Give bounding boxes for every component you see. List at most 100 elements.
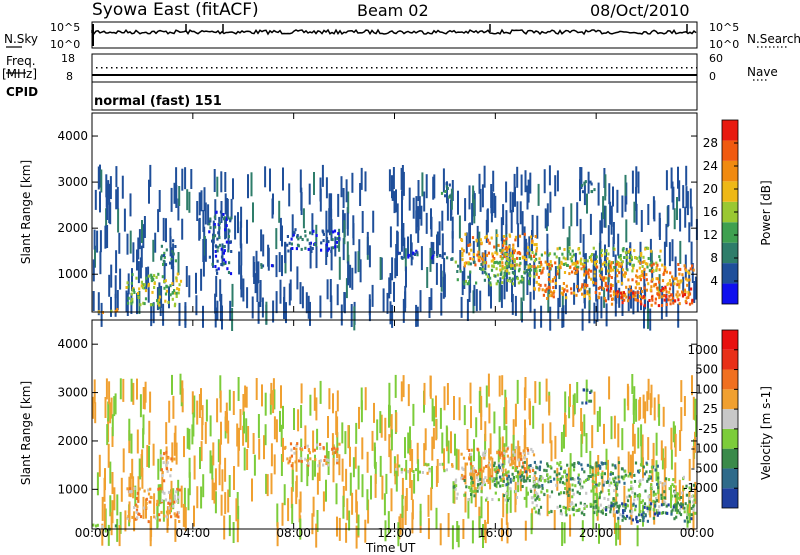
echo-cell: [694, 398, 697, 421]
echo-cell: [163, 260, 166, 284]
echo-cell: [430, 208, 432, 230]
echo-cell: [128, 418, 131, 441]
echo-cell: [657, 471, 660, 475]
echo-cell: [595, 461, 597, 484]
echo-cell: [537, 275, 540, 279]
echo-cell: [641, 265, 644, 268]
echo-cell: [469, 489, 472, 492]
echo-cell: [287, 249, 290, 253]
echo-cell: [660, 493, 663, 497]
echo-cell: [373, 402, 375, 423]
echo-cell: [572, 505, 575, 509]
echo-cell: [592, 487, 595, 491]
echo-cell: [411, 512, 414, 534]
echo-cell: [570, 501, 573, 505]
echo-cell: [593, 511, 596, 515]
echo-cell: [221, 305, 223, 330]
nave-dot: [111, 67, 113, 69]
echo-cell: [664, 266, 667, 270]
echo-cell: [103, 503, 106, 528]
echo-cell: [571, 463, 574, 467]
echo-cell: [620, 262, 623, 266]
echo-cell: [503, 494, 506, 498]
echo-cell: [665, 504, 668, 508]
echo-cell: [423, 191, 426, 212]
echo-cell: [132, 242, 135, 263]
echo-cell: [159, 295, 162, 316]
echo-cell: [193, 455, 196, 480]
echo-cell: [604, 244, 606, 268]
echo-cell: [626, 268, 629, 272]
echo-cell: [479, 482, 482, 486]
echo-cell: [293, 231, 296, 235]
nave-dot: [581, 67, 583, 69]
echo-cell: [400, 228, 403, 252]
echo-cell: [284, 241, 287, 263]
echo-cell: [139, 394, 142, 418]
echo-cell: [435, 395, 437, 418]
echo-cell: [509, 254, 512, 257]
echo-cell: [237, 505, 240, 529]
echo-cell: [168, 286, 170, 309]
echo-cell: [464, 198, 467, 222]
echo-cell: [101, 523, 104, 546]
echo-cell: [220, 247, 223, 251]
echo-cell: [252, 202, 254, 223]
echo-cell: [624, 251, 628, 255]
echo-cell: [519, 477, 522, 481]
colorbar-swatch: [722, 488, 738, 508]
echo-cell: [100, 302, 103, 327]
echo-cell: [564, 487, 567, 490]
echo-cell: [175, 277, 178, 280]
echo-cell: [316, 428, 319, 450]
echo-cell: [165, 446, 168, 470]
echo-cell: [622, 503, 625, 507]
echo-cell: [540, 263, 543, 267]
echo-cell: [554, 175, 557, 197]
colorbar-swatch: [722, 389, 738, 410]
echo-cell: [546, 248, 549, 270]
echo-cell: [598, 492, 601, 496]
echo-cell: [483, 481, 486, 485]
nave-dot: [181, 67, 183, 69]
echo-cell: [630, 258, 633, 262]
echo-cell: [227, 216, 230, 220]
echo-cell: [620, 293, 624, 297]
echo-cell: [535, 465, 538, 469]
echo-cell: [332, 246, 335, 250]
echo-cell: [545, 287, 548, 291]
echo-cell: [200, 388, 202, 411]
echo-cell: [566, 263, 569, 267]
echo-cell: [429, 247, 432, 272]
echo-cell: [245, 418, 248, 443]
echo-cell: [514, 489, 518, 493]
echo-cell: [579, 501, 582, 505]
echo-cell: [490, 285, 492, 309]
echo-cell: [621, 248, 624, 252]
echo-cell: [430, 487, 433, 511]
echo-cell: [237, 377, 240, 401]
echo-cell: [335, 448, 338, 452]
echo-cell: [679, 240, 682, 264]
echo-cell: [621, 268, 625, 272]
echo-cell: [388, 277, 391, 299]
echo-cell: [469, 243, 472, 247]
echo-cell: [388, 169, 391, 192]
echo-cell: [580, 511, 583, 515]
echo-cell: [550, 294, 553, 298]
echo-cell: [599, 285, 602, 289]
echo-cell: [470, 493, 473, 496]
echo-cell: [674, 494, 677, 498]
echo-cell: [455, 496, 458, 500]
echo-cell: [594, 492, 597, 496]
echo-cell: [478, 486, 481, 490]
echo-cell: [603, 261, 606, 265]
echo-cell: [491, 252, 494, 256]
echo-cell: [431, 398, 434, 422]
echo-cell: [509, 266, 513, 270]
echo-cell: [224, 172, 227, 192]
echo-cell: [125, 286, 128, 289]
echo-cell: [613, 483, 616, 487]
nave-dot: [501, 67, 503, 69]
echo-cell: [287, 461, 290, 465]
